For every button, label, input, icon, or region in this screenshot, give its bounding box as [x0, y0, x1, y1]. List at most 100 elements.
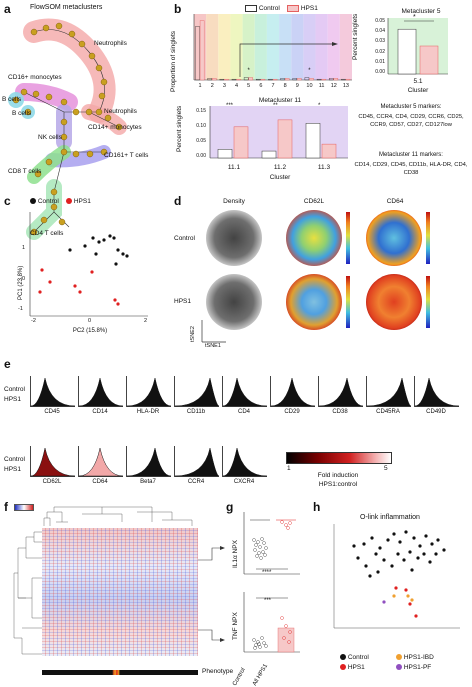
band-13	[339, 14, 352, 80]
g-xtick-control: Control	[232, 667, 247, 687]
bar-control-5	[243, 77, 249, 81]
hist-cd62l	[30, 446, 76, 477]
meta11-xlabel: Cluster	[269, 174, 291, 181]
hist-label-hla-dr: HLA-DR	[136, 409, 160, 415]
panel-b-legend: Control HPS1	[245, 5, 318, 13]
scale-subtitle: HPS1:control	[318, 481, 358, 488]
sig-9: *	[308, 68, 311, 74]
bar-control-7	[268, 78, 273, 81]
hist-cd49d	[414, 376, 460, 407]
pca-xtick-m2: -2	[31, 318, 36, 324]
pca-xtick-2: 2	[144, 318, 148, 324]
bar-control-2	[207, 78, 212, 81]
bar-hps1-8	[284, 78, 290, 81]
heatmap-arrows	[198, 546, 225, 642]
hist-cd29	[270, 376, 316, 407]
panel-g-letter: g	[226, 500, 234, 514]
pca-xtick-0: 0	[88, 318, 92, 324]
hist-label-cd29: CD29	[284, 409, 300, 415]
bar-hps1-12	[333, 78, 339, 81]
hist-row1-control: Control	[4, 386, 25, 393]
label-neutrophils-2: Neutrophils	[104, 108, 137, 115]
xtick-12: 12	[331, 83, 337, 89]
xtick-8: 8	[284, 83, 287, 89]
bar-hps1-9	[297, 78, 302, 81]
label-neutrophils: Neutrophils	[94, 40, 127, 47]
meta5-sig: *	[413, 14, 416, 21]
meta5-xlabel: Cluster	[407, 87, 429, 94]
bar-hps1-1	[199, 20, 205, 81]
meta11-title: Metacluster 11	[258, 97, 302, 104]
hist-label-cd45: CD45	[44, 409, 60, 415]
bar-hps1-4	[236, 78, 241, 81]
meta11-xtick-3: 11.3	[317, 164, 331, 171]
meta11-bar-control-11.3	[305, 123, 321, 159]
bar-hps1-2	[212, 78, 217, 81]
g-sig-bottom: ***	[264, 598, 272, 604]
band-2	[206, 14, 219, 80]
hist-row1-hps1: HPS1	[4, 396, 21, 403]
flowsom-tree	[8, 18, 127, 240]
sig-4: *	[248, 68, 251, 74]
scale-max: 5	[384, 465, 388, 472]
hist-label-cd38: CD38	[332, 409, 348, 415]
bar-control-1	[195, 26, 200, 81]
bar-hps1-13	[345, 78, 351, 81]
panel-e-letter: e	[4, 357, 11, 371]
meta5-bar-control	[397, 28, 417, 75]
panel-a-letter: a	[4, 2, 11, 16]
tsne-row-hps1: HPS1	[174, 298, 191, 305]
bar-hps1-5	[248, 77, 253, 81]
band-3	[218, 14, 231, 80]
hist-ccr4	[174, 446, 220, 477]
markers11-list: CD14, CD29, CD45, CD11b, HLA-DR, CD4, CD…	[354, 162, 468, 177]
hist-curve-cd45	[30, 377, 76, 407]
bar-hps1-10	[309, 78, 314, 81]
hist-cd14	[78, 376, 124, 407]
heatmap-phenotype-bar	[42, 670, 198, 675]
band-9	[291, 14, 304, 80]
tsne-col-density: Density	[223, 198, 245, 205]
hist-label-beta7: Beta7	[140, 479, 156, 485]
band-4	[230, 14, 243, 80]
meta11-sig-1: ***	[226, 103, 234, 109]
hist-hla-dr	[126, 376, 172, 407]
panel-c-letter: c	[4, 194, 11, 208]
meta5-yticks: 0.05 0.04 0.03 0.02 0.01 0.00	[375, 18, 385, 76]
hist-label-cd64: CD64	[92, 479, 108, 485]
hist-label-ccr4: CCR4	[187, 479, 205, 485]
hist-row2-hps1: HPS1	[4, 466, 21, 473]
heatmap-dendrogram-top	[43, 506, 193, 526]
hist-cxcr4	[222, 446, 268, 477]
g-xtick-allhps1: All HPS1	[252, 663, 270, 687]
meta5-bar-hps1	[419, 45, 439, 75]
band-6	[254, 14, 267, 80]
hist-curve-ccr4	[174, 447, 220, 477]
meta11-sig-3: *	[318, 103, 321, 109]
bar-control-8	[280, 78, 285, 81]
panel-b-main-chart: * * 1 2 3 4 5 6 7 8 9 10 11 12 13	[193, 14, 352, 89]
label-cd4-t-cells: CD4 T cells	[30, 230, 64, 237]
tsne2-label: tSNE2	[190, 326, 196, 342]
bar-hps1-6	[260, 78, 266, 81]
band-8	[279, 14, 292, 80]
pca-plot	[29, 212, 148, 317]
hist-curve-cd64	[78, 447, 124, 477]
bar-control-12	[328, 78, 334, 81]
panel-b-letter: b	[174, 2, 182, 16]
meta11-bar-control-11.1	[217, 149, 233, 159]
meta11-xtick-1: 11.1	[227, 164, 241, 171]
g-sig-top: ****	[262, 570, 272, 576]
scale-title: Fold induction	[317, 472, 359, 479]
panel-d-letter: d	[174, 194, 182, 208]
markers11-title: Metacluster 11 markers:	[379, 152, 443, 158]
tsne-axes	[201, 320, 226, 343]
xtick-4: 4	[235, 83, 238, 89]
bar-hps1-3	[224, 78, 229, 81]
hist-curve-cd38	[318, 377, 364, 407]
pca-xlabel: PC2 (15.8%)	[72, 328, 108, 334]
meta5-title: Metacluster 5	[401, 8, 441, 15]
tsne-row-control: Control	[174, 235, 195, 242]
meta11-yticks: 0.15 0.10 0.05 0.00	[196, 108, 206, 159]
label-cd14-monocytes: CD14+ monocytes	[88, 124, 142, 131]
